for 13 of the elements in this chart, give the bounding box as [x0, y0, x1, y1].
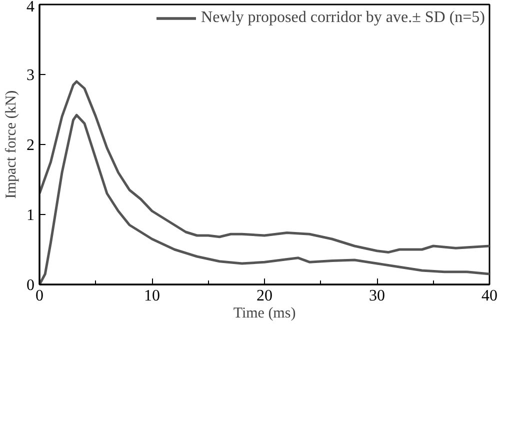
- x-axis-title: Time (ms): [233, 306, 296, 322]
- y-tick-label: 1: [26, 207, 34, 224]
- legend-label: Newly proposed corridor by ave.± SD (n=5): [201, 9, 485, 27]
- x-tick-label: 40: [482, 288, 498, 304]
- y-axis-title: Impact force (kN): [4, 90, 20, 199]
- line-series: [40, 80, 490, 254]
- y-tick-label: 4: [26, 0, 34, 16]
- y-tick-label: 3: [26, 67, 34, 84]
- x-tick-label: 30: [369, 288, 385, 304]
- y-tick-label: 2: [26, 137, 34, 154]
- x-tick-label: 10: [144, 288, 160, 304]
- y-tick-label: 0: [26, 277, 34, 294]
- x-tick-label: 20: [256, 288, 272, 304]
